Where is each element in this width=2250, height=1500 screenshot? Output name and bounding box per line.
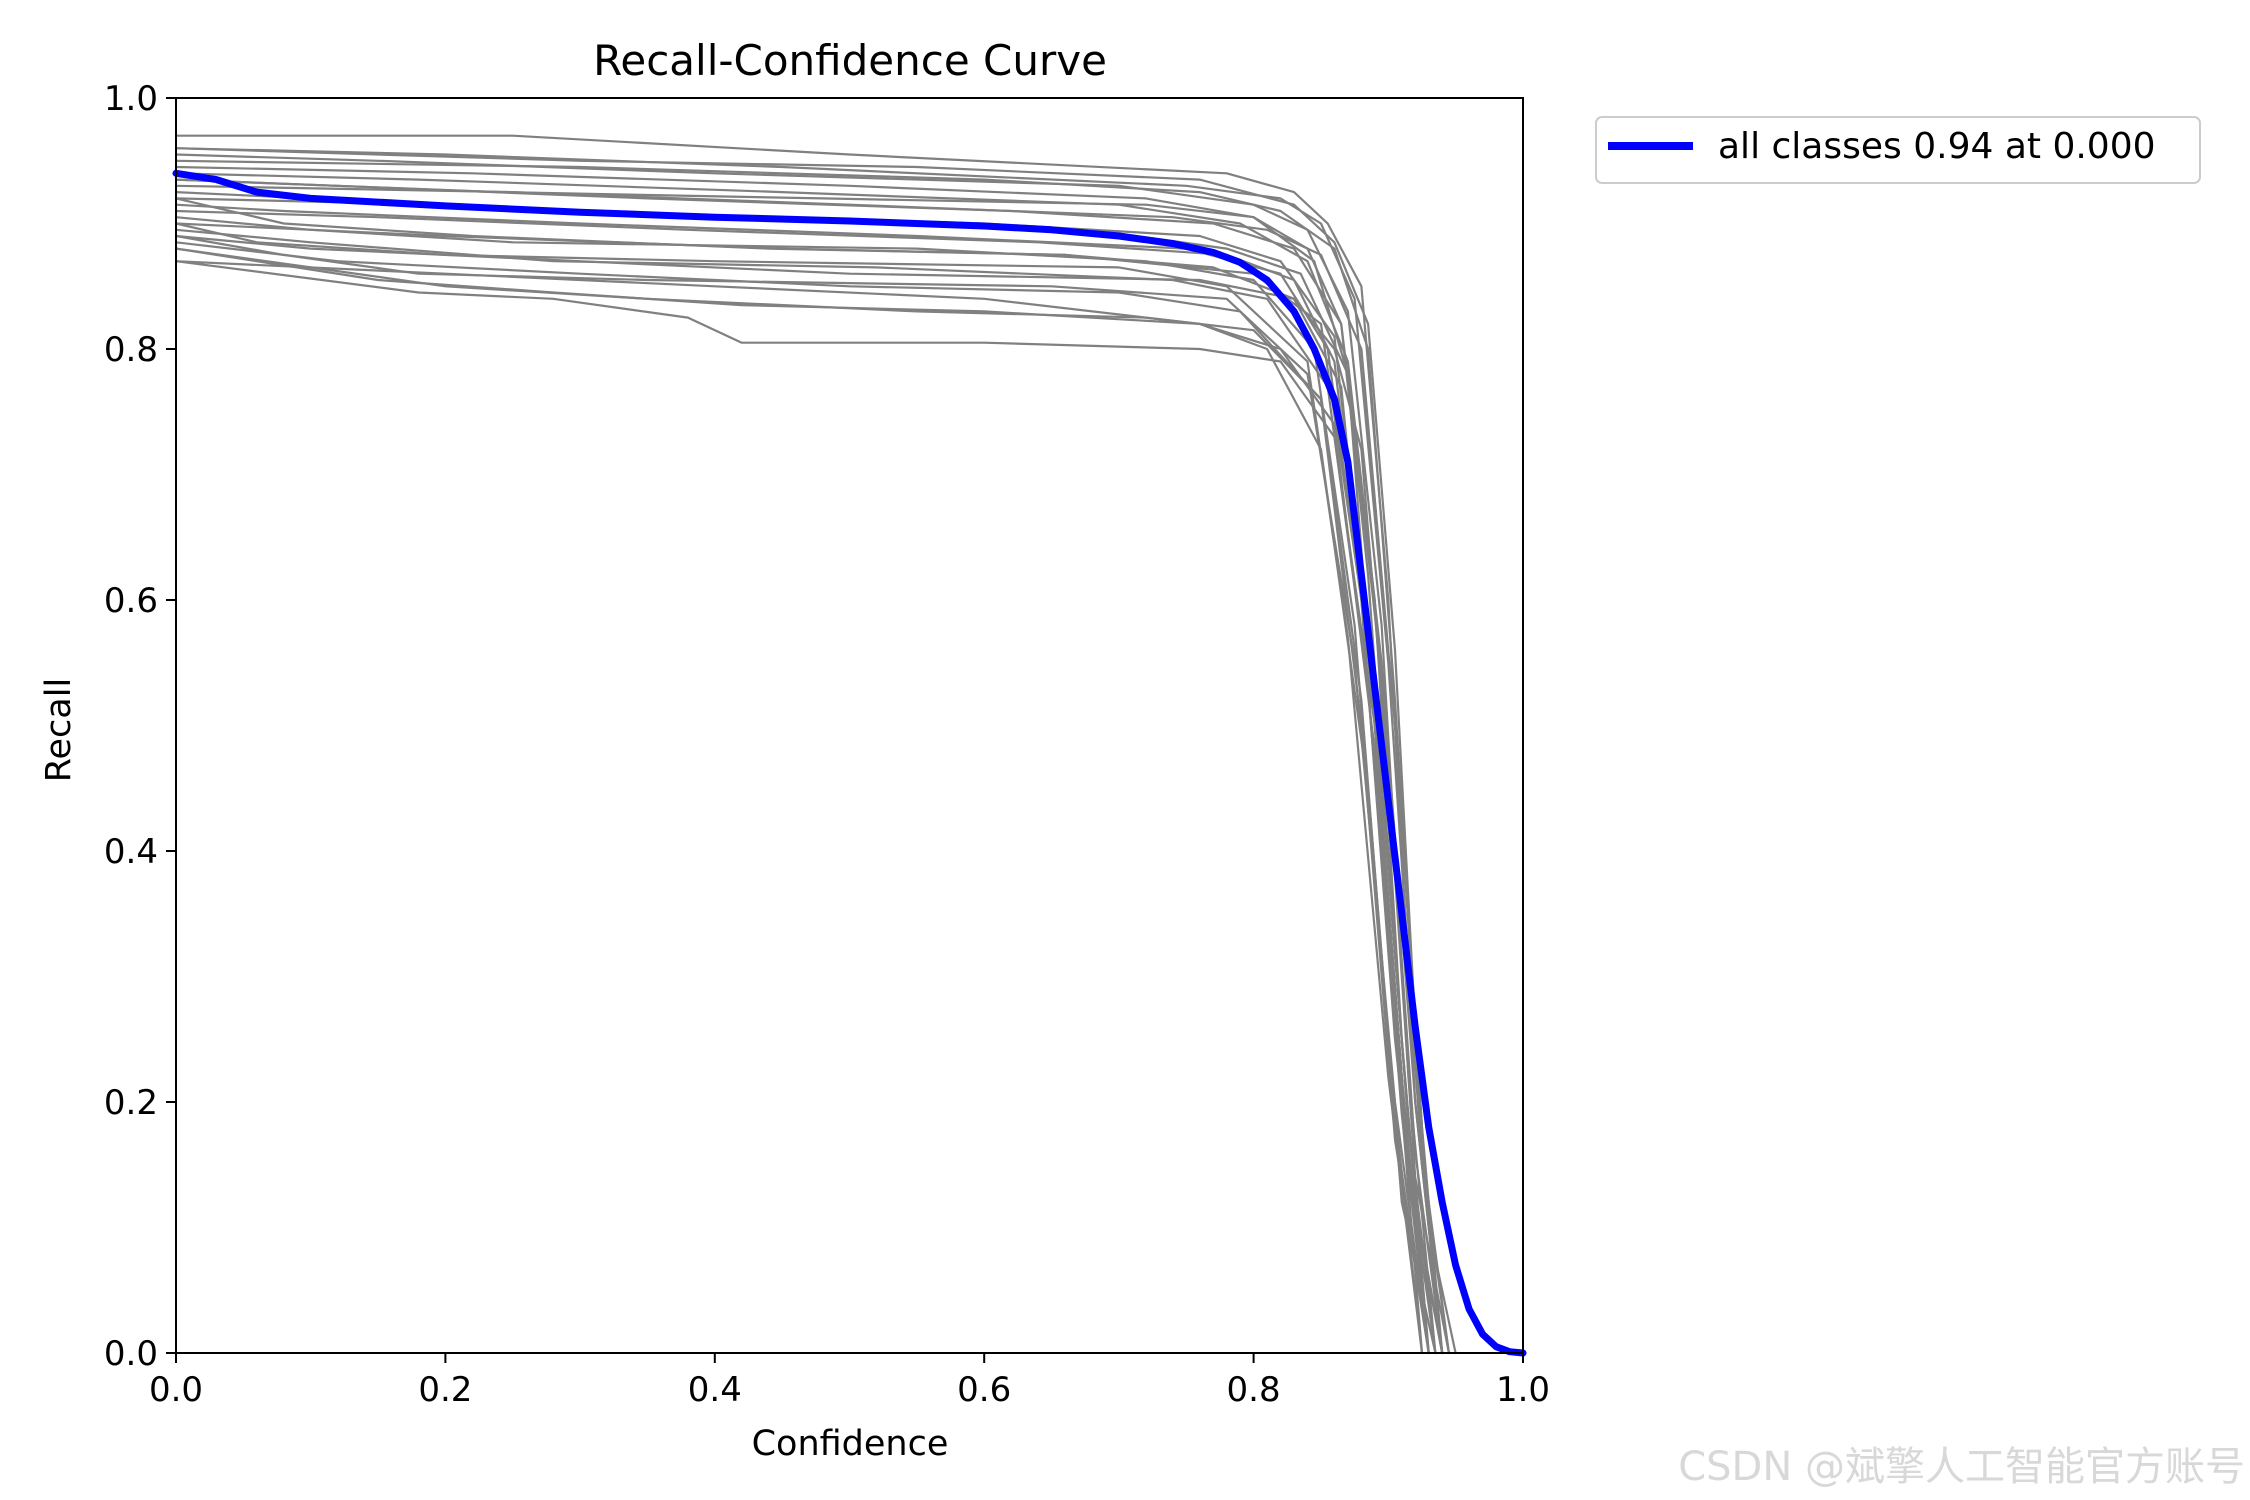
series-line-class-23: [174, 234, 1451, 1355]
series-line-class-15: [174, 222, 1424, 1355]
x-tick-label: 0.6: [957, 1370, 1011, 1410]
plot-frame: [175, 97, 1524, 1354]
x-tick-label: 0.8: [1227, 1370, 1281, 1410]
x-axis: 0.0 0.2 0.4 0.6 0.8 1.0: [149, 1353, 1550, 1410]
series-line-class-26: [174, 178, 1430, 1355]
y-tick-label: 0.0: [104, 1334, 158, 1374]
x-tick-label: 0.2: [418, 1370, 472, 1410]
y-tick-label: 0.8: [104, 330, 158, 370]
chart-title: Recall-Confidence Curve: [593, 36, 1107, 85]
series-line-class-21: [174, 260, 1444, 1355]
y-axis-label: Recall: [39, 678, 79, 782]
x-axis-label: Confidence: [752, 1424, 949, 1464]
y-tick-label: 0.4: [104, 832, 158, 872]
series-line-class-24: [174, 197, 1430, 1355]
watermark: CSDN @斌擎人工智能官方账号: [1678, 1444, 2245, 1490]
plot-area: [172, 134, 1527, 1357]
legend-label-all-classes: all classes 0.94 at 0.000: [1718, 126, 2156, 167]
y-tick-label: 0.2: [104, 1083, 158, 1123]
x-tick-label: 0.4: [688, 1370, 742, 1410]
y-axis: 0.0 0.2 0.4 0.6 0.8 1.0: [104, 79, 176, 1374]
series-line-class-18: [174, 241, 1430, 1355]
x-tick-label: 1.0: [1496, 1370, 1550, 1410]
series-line-all-classes: [172, 169, 1527, 1357]
series-line-class-22: [174, 260, 1437, 1355]
x-tick-label: 0.0: [149, 1370, 203, 1410]
series-line-class-25: [174, 147, 1451, 1355]
y-tick-label: 1.0: [104, 79, 158, 119]
legend-box: [1595, 116, 2201, 184]
y-tick-label: 0.6: [104, 581, 158, 621]
legend: all classes 0.94 at 0.000: [1595, 116, 2201, 184]
